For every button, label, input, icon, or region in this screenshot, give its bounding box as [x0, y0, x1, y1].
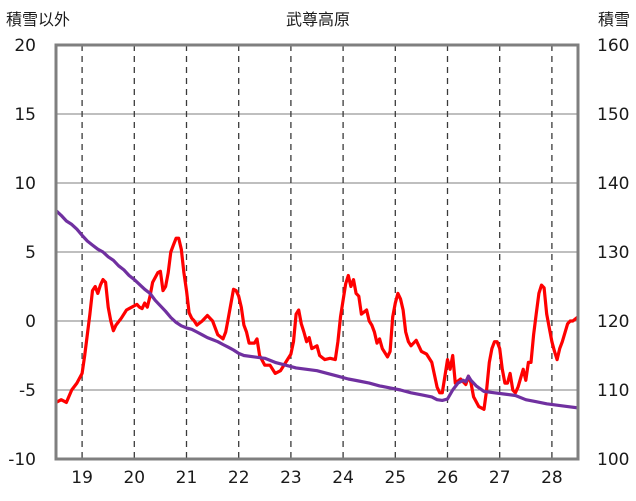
- left-tick-label: -10: [8, 450, 36, 470]
- left-tick-label: 10: [14, 174, 36, 194]
- right-tick-label: 130: [597, 243, 629, 263]
- plot-frame: [54, 43, 580, 461]
- left-tick-label: 20: [14, 36, 36, 56]
- left-tick-label: 0: [25, 312, 36, 332]
- right-tick-label: 110: [597, 381, 629, 401]
- axis-labels: -10 -5 0 5 10 15 20 100 110 120 130 140 150 160 19 20 21…: [8, 36, 629, 488]
- x-tick-label: 25: [384, 468, 406, 488]
- right-tick-label: 160: [597, 36, 629, 56]
- left-tick-label: 5: [25, 243, 36, 263]
- x-tick-label: 28: [541, 468, 563, 488]
- right-tick-label: 150: [597, 105, 629, 125]
- right-tick-label: 100: [597, 450, 629, 470]
- x-tick-label: 21: [176, 468, 198, 488]
- right-axis-label: 積雪: [598, 10, 630, 29]
- right-tick-label: 140: [597, 174, 629, 194]
- right-tick-label: 120: [597, 312, 629, 332]
- left-tick-label: -5: [19, 381, 36, 401]
- red-series-line: [56, 236, 578, 411]
- left-axis-label: 積雪以外: [6, 10, 70, 29]
- x-tick-label: 26: [437, 468, 459, 488]
- x-tick-label: 19: [71, 468, 93, 488]
- x-tick-label: 23: [280, 468, 302, 488]
- x-tick-label: 27: [489, 468, 511, 488]
- purple-series-line: [56, 209, 578, 410]
- x-tick-label: 22: [228, 468, 250, 488]
- x-tick-label: 20: [123, 468, 145, 488]
- grid-lines: [56, 45, 578, 459]
- left-tick-label: 15: [14, 105, 36, 125]
- series-lines: [56, 209, 578, 411]
- chart-title: 武尊高原: [286, 10, 350, 29]
- x-tick-label: 24: [332, 468, 354, 488]
